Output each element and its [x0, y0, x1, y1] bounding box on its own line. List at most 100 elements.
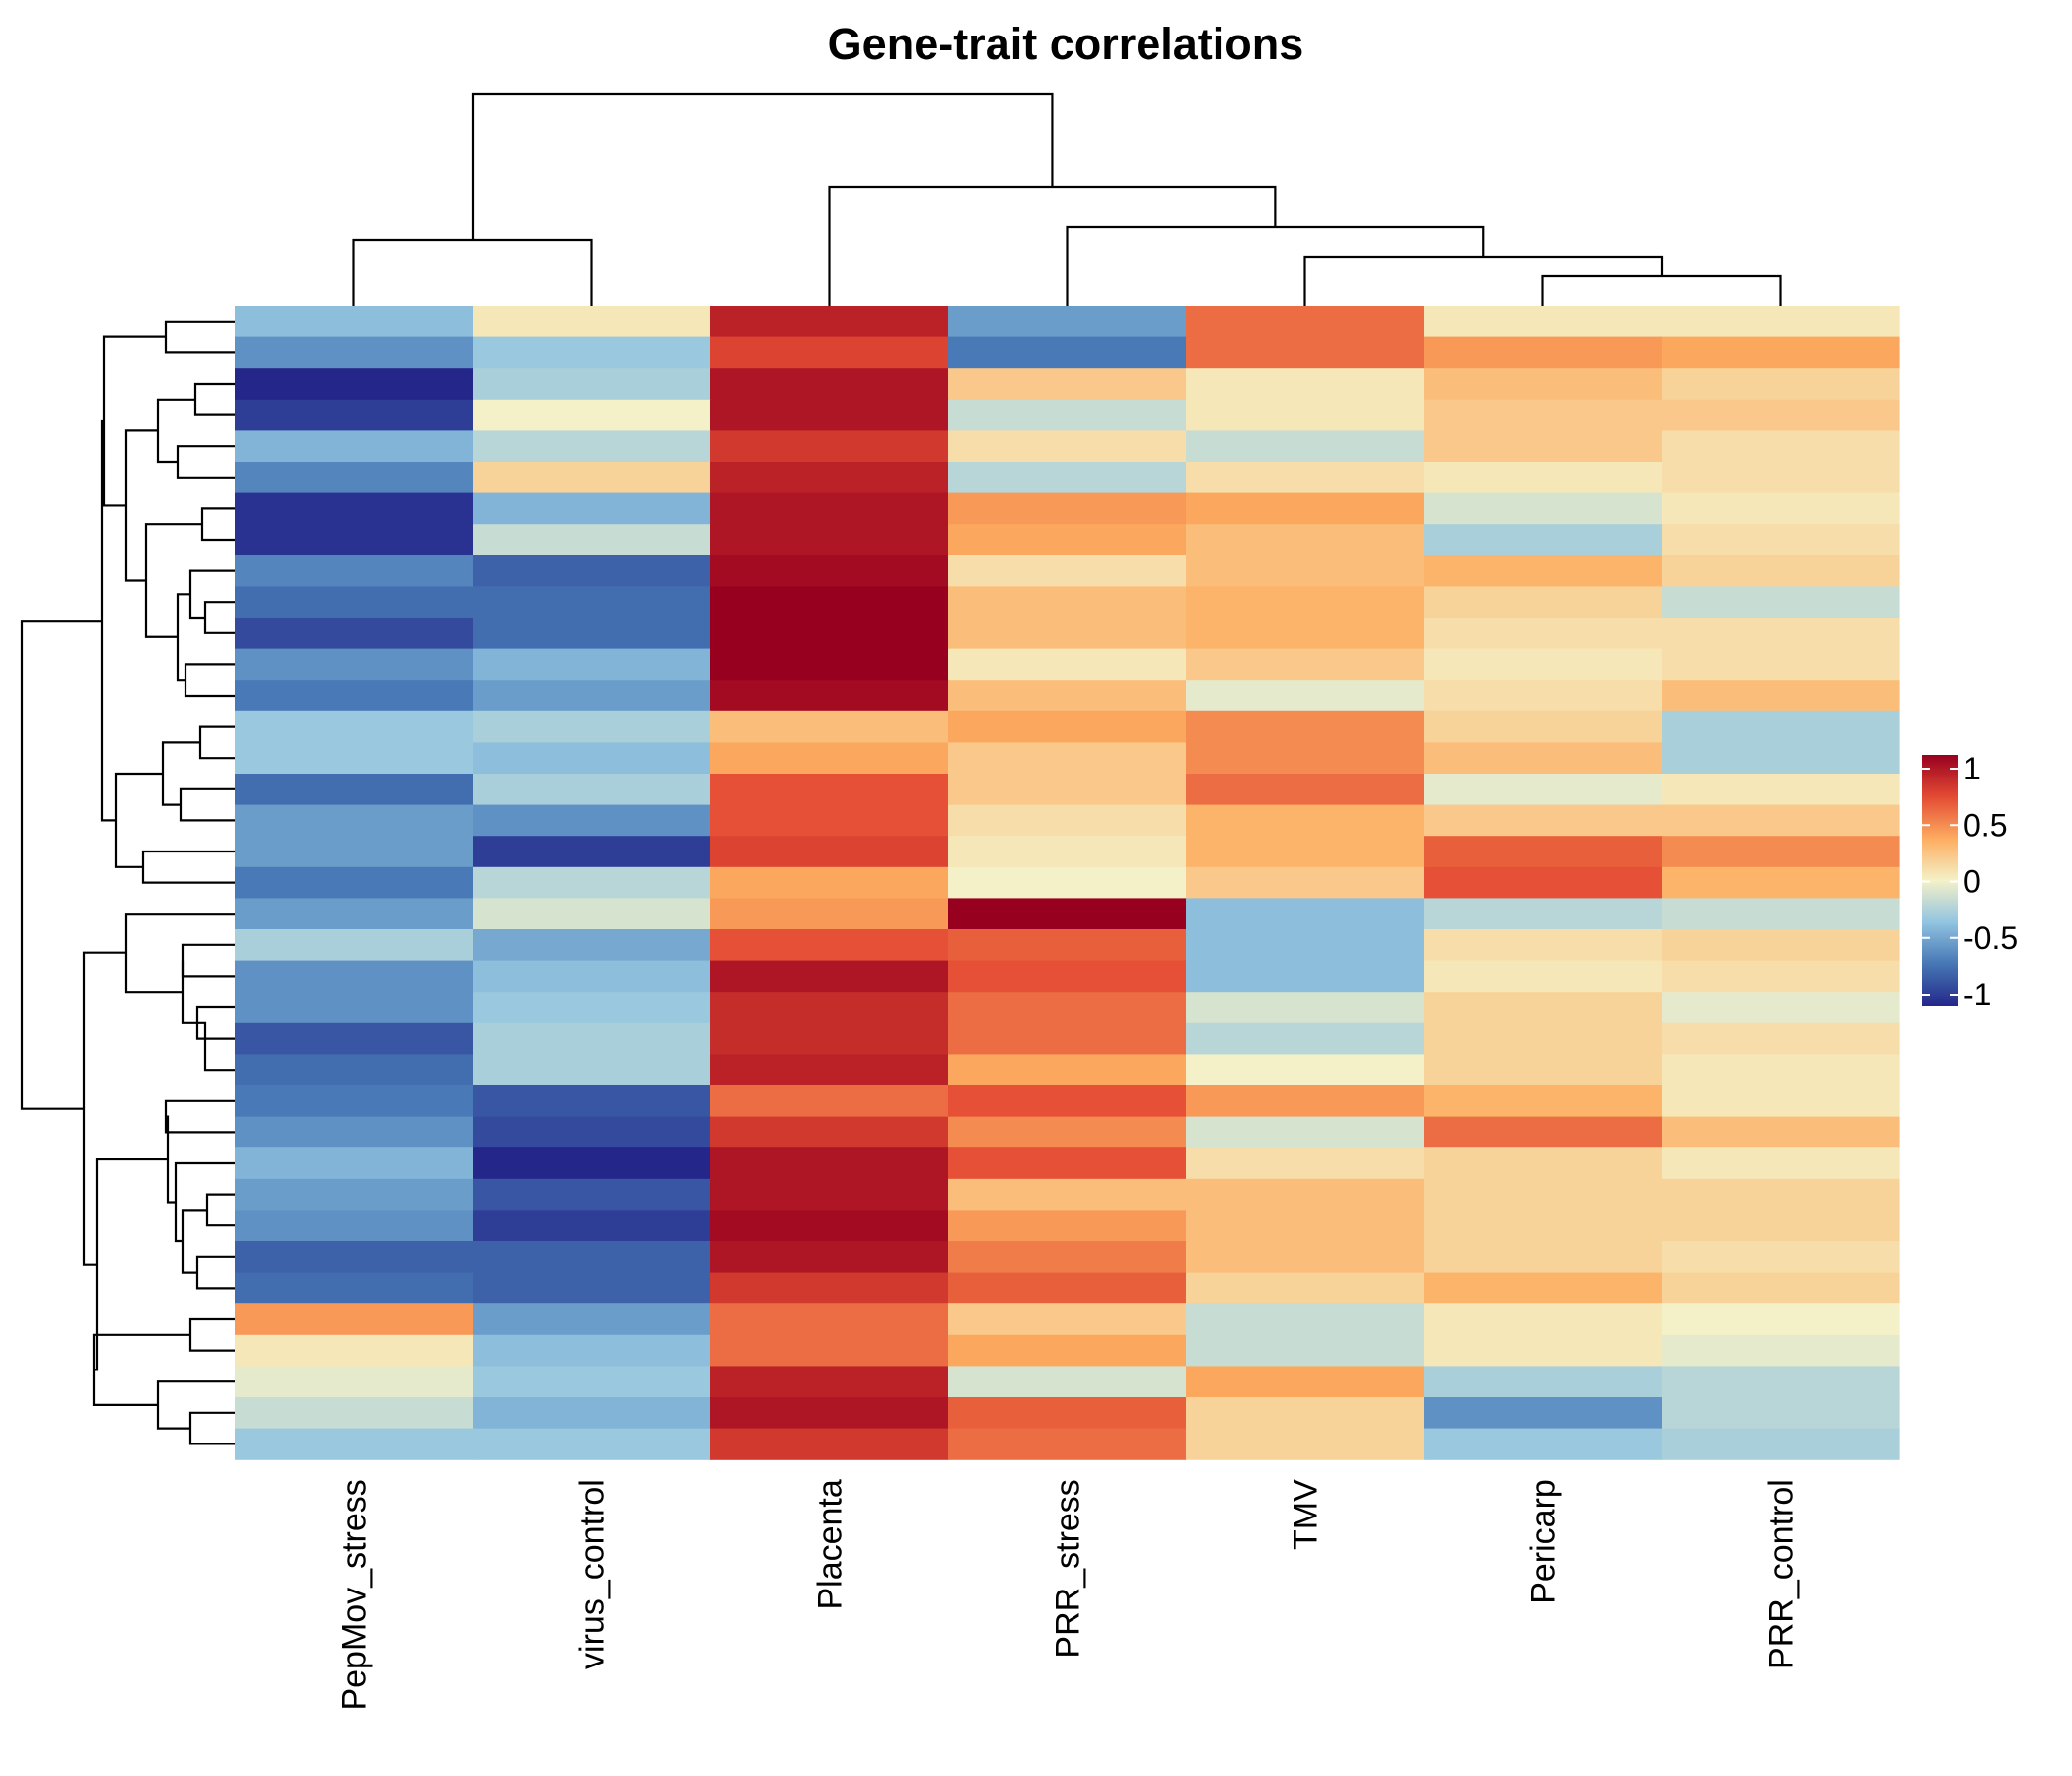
dendrogram-link	[195, 1255, 235, 1290]
heatmap-cell	[710, 524, 949, 556]
heatmap-cell	[235, 399, 474, 431]
heatmap-cell	[1424, 1303, 1663, 1336]
heatmap-cell	[710, 1116, 949, 1148]
heatmap-cell	[1662, 866, 1900, 899]
heatmap-cell	[948, 430, 1187, 463]
heatmap-cell	[948, 1303, 1187, 1336]
heatmap-cell	[1662, 898, 1900, 930]
heatmap-cell	[1662, 648, 1900, 681]
heatmap-cell	[1662, 1054, 1900, 1086]
heatmap-cell	[948, 1022, 1187, 1055]
heatmap-cell	[473, 336, 711, 369]
heatmap-cell	[1186, 1147, 1425, 1180]
heatmap-cell	[948, 555, 1187, 587]
heatmap-cell	[948, 680, 1187, 712]
heatmap-cell	[1186, 1022, 1425, 1055]
heatmap-cell	[948, 1210, 1187, 1242]
heatmap-cell	[1662, 1334, 1900, 1367]
heatmap-cell	[235, 586, 474, 619]
heatmap-cell	[1186, 1241, 1425, 1274]
heatmap-cell	[235, 1334, 474, 1367]
heatmap-cell	[473, 774, 711, 806]
column-label: PRR_control	[1763, 1479, 1801, 1669]
heatmap-cell	[473, 524, 711, 556]
heatmap-cell	[948, 1428, 1187, 1460]
heatmap-cell	[948, 306, 1187, 338]
legend-tick-label: 0.5	[1963, 807, 2007, 843]
heatmap-cell	[1662, 742, 1900, 775]
chart-title: Gene-trait correlations	[828, 19, 1304, 69]
heatmap-cell	[473, 399, 711, 431]
heatmap-cell	[710, 1022, 949, 1055]
heatmap-cell	[235, 929, 474, 962]
heatmap-cell	[1662, 1085, 1900, 1118]
heatmap-cell	[473, 492, 711, 525]
heatmap-cell	[1424, 1178, 1663, 1211]
heatmap-cell	[235, 680, 474, 712]
heatmap-cell	[1186, 742, 1425, 775]
heatmap-cell	[473, 992, 711, 1024]
heatmap-cell	[235, 1210, 474, 1242]
heatmap-cell	[235, 1178, 474, 1211]
heatmap-cell	[473, 1303, 711, 1336]
heatmap-cell	[1186, 1397, 1425, 1430]
heatmap-cell	[473, 1147, 711, 1180]
dendrogram-link	[82, 951, 126, 1266]
heatmap-cell	[473, 1272, 711, 1304]
dendrogram-link	[188, 1317, 235, 1352]
heatmap-cell	[1424, 1397, 1663, 1430]
heatmap-cell	[1662, 1397, 1900, 1430]
column-label: virus_control	[574, 1479, 612, 1669]
dendrogram-link	[92, 1333, 190, 1406]
heatmap-cell	[710, 1210, 949, 1242]
heatmap-cell	[710, 866, 949, 899]
heatmap-cell	[1662, 774, 1900, 806]
heatmap-cell	[1662, 710, 1900, 743]
heatmap-cell	[1662, 399, 1900, 431]
heatmap-cell	[1424, 1022, 1663, 1055]
heatmap-cell	[1424, 1116, 1663, 1148]
dendrogram-link	[352, 238, 593, 306]
dendrogram-link	[181, 1209, 207, 1274]
heatmap-cell	[948, 399, 1187, 431]
dendrogram-link	[124, 429, 158, 582]
heatmap-cell	[473, 866, 711, 899]
heatmap-cell	[235, 742, 474, 775]
heatmap-cell	[473, 1022, 711, 1055]
heatmap-cell	[473, 1054, 711, 1086]
heatmap-cell	[710, 618, 949, 650]
heatmap-cell	[235, 618, 474, 650]
heatmap-cell	[235, 430, 474, 463]
column-dendrogram	[352, 92, 1782, 306]
heatmap-cell	[473, 742, 711, 775]
heatmap-cell	[1424, 1272, 1663, 1304]
heatmap-cell	[948, 1116, 1187, 1148]
heatmap-cell	[710, 742, 949, 775]
heatmap-cell	[1662, 1241, 1900, 1274]
heatmap-cell	[1424, 336, 1663, 369]
heatmap-cell	[1424, 492, 1663, 525]
heatmap-cell	[1186, 586, 1425, 619]
heatmap-cell	[473, 929, 711, 962]
heatmap-cell	[473, 1397, 711, 1430]
heatmap-cell	[1424, 992, 1663, 1024]
heatmap-cell	[710, 492, 949, 525]
heatmap-cell	[1424, 306, 1663, 338]
heatmap-cell	[1424, 866, 1663, 899]
column-label: Pericarp	[1525, 1479, 1563, 1604]
heatmap-cell	[948, 618, 1187, 650]
dendrogram-link	[176, 445, 235, 479]
heatmap-cell	[948, 898, 1187, 930]
heatmap-cell	[1662, 306, 1900, 338]
heatmap-cell	[710, 1241, 949, 1274]
heatmap-cell	[1424, 898, 1663, 930]
dendrogram-link	[174, 1161, 235, 1243]
heatmap-cell	[473, 710, 711, 743]
dendrogram-link	[1066, 225, 1485, 306]
heatmap-cell	[473, 1116, 711, 1148]
heatmap-cell	[1186, 336, 1425, 369]
heatmap-cell	[1186, 1054, 1425, 1086]
heatmap-cell	[235, 1241, 474, 1274]
dendrogram-link	[197, 1021, 235, 1072]
heatmap-cell	[473, 680, 711, 712]
